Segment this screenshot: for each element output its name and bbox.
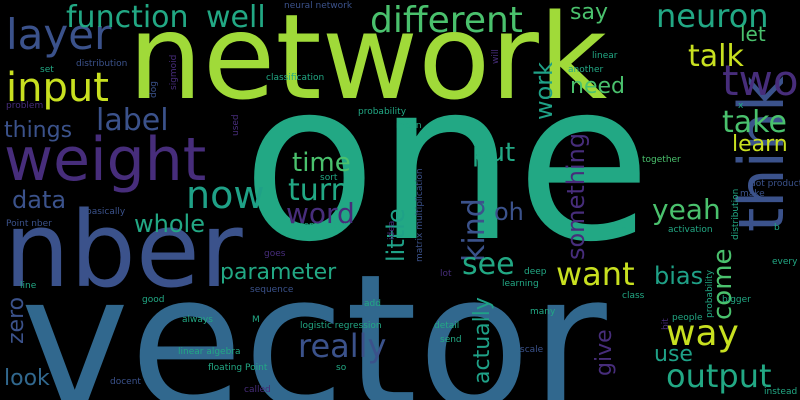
word-together: together	[642, 155, 681, 165]
word-class: class	[622, 291, 645, 301]
word-time: time	[292, 148, 351, 178]
word-detail: detail	[434, 321, 460, 331]
word-zero: zero	[4, 296, 29, 344]
word-m: M	[252, 315, 260, 325]
word-send: send	[440, 335, 462, 345]
word-another: another	[568, 65, 604, 75]
word-work: work	[530, 61, 558, 120]
word-learn: learn	[732, 132, 788, 157]
word-lot: lot	[440, 269, 452, 279]
word-parameter: parameter	[220, 260, 337, 285]
word-neuron: neuron	[656, 0, 769, 35]
word-talk: talk	[688, 39, 744, 74]
word-called: called	[244, 385, 271, 395]
word-point-nber: Point nber	[6, 219, 52, 229]
word-neural-network: neural network	[284, 1, 353, 11]
word-will: will	[491, 49, 501, 64]
word-say: say	[570, 0, 608, 25]
word-input: input	[6, 65, 109, 111]
word-maybe: maybe	[596, 225, 627, 235]
word-put: put	[472, 138, 516, 168]
word-goes: goes	[264, 249, 286, 259]
word-whole: whole	[134, 210, 205, 238]
word-matrix-multiplication: matrix multiplication	[415, 168, 425, 262]
word-every: every	[772, 257, 798, 267]
word-take: take	[722, 105, 787, 140]
word-network: network	[128, 0, 608, 126]
word-add: add	[364, 299, 381, 309]
word-people: people	[672, 313, 703, 323]
word-bit: bit	[661, 318, 671, 330]
word-word: word	[286, 197, 355, 230]
word-one: one	[242, 34, 652, 290]
word-line: line	[20, 281, 37, 291]
word-something: something	[562, 132, 590, 260]
word-mean: mean	[396, 121, 422, 131]
word-well: well	[206, 0, 266, 35]
word-vector: vector	[20, 234, 607, 400]
word-logistic-regression: logistic regression	[300, 321, 382, 331]
word-idea: idea	[387, 220, 397, 240]
word-problem: problem	[6, 101, 44, 111]
word-used: used	[231, 114, 241, 136]
word-weight: weight	[4, 125, 207, 195]
word-deep: deep	[524, 267, 547, 277]
word-data: data	[12, 186, 67, 214]
word-turn: turn	[288, 173, 350, 208]
word-let: let	[740, 22, 766, 46]
word-linear: linear	[592, 51, 618, 61]
word-sort: sort	[320, 173, 338, 183]
word-probability: probability	[358, 107, 407, 117]
word-dot-product: dot product	[750, 179, 800, 189]
word-floating-point: floating Point	[208, 363, 268, 373]
word-docent: docent	[110, 377, 141, 387]
word-so: so	[336, 363, 347, 373]
word-actually: actually	[470, 297, 495, 384]
word-yeah: yeah	[652, 193, 721, 226]
word-now: now	[186, 173, 265, 217]
word-linear-algebra: linear algebra	[178, 347, 241, 357]
word-two: two	[722, 56, 799, 105]
word-function: function	[66, 0, 189, 35]
word-bigger: bigger	[722, 295, 751, 305]
word-see: see	[462, 247, 515, 282]
word-want: want	[556, 255, 635, 293]
word-probability-2: probability	[705, 269, 715, 318]
word-b: b	[774, 223, 780, 233]
word-use: use	[654, 342, 693, 367]
word-scale: scale	[520, 345, 544, 355]
word-instead: instead	[764, 387, 798, 397]
word-activation: activation	[668, 225, 713, 235]
word-need: need	[570, 74, 625, 99]
word-look: look	[4, 366, 50, 391]
word-set: set	[40, 65, 54, 75]
word-output: output	[666, 357, 772, 395]
word-classification: classification	[266, 73, 325, 83]
word-make: make	[740, 189, 765, 199]
word-distribution: distribution	[76, 59, 128, 69]
word-remember: remember	[300, 221, 348, 231]
word-nber: nber	[4, 189, 243, 311]
word-label: label	[96, 103, 169, 138]
word-x: x	[738, 101, 744, 111]
word-give: give	[592, 329, 617, 376]
word-basically: basically	[86, 207, 126, 217]
word-way: way	[666, 313, 739, 354]
word-different: different	[370, 0, 523, 41]
word-bias: bias	[654, 262, 704, 290]
word-oh: oh	[494, 198, 524, 226]
word-dog: dog	[149, 81, 159, 98]
word-things: things	[4, 118, 73, 143]
word-sequence: sequence	[250, 285, 294, 295]
word-distribution-2: distribution	[731, 188, 741, 240]
word-always: always	[182, 315, 213, 325]
word-good: good	[142, 295, 165, 305]
word-really: really	[298, 327, 387, 365]
word-learning: learning	[502, 279, 539, 289]
word-sigmoid: sigmoid	[169, 54, 179, 90]
word-many: many	[530, 307, 556, 317]
word-layer: layer	[6, 10, 112, 59]
